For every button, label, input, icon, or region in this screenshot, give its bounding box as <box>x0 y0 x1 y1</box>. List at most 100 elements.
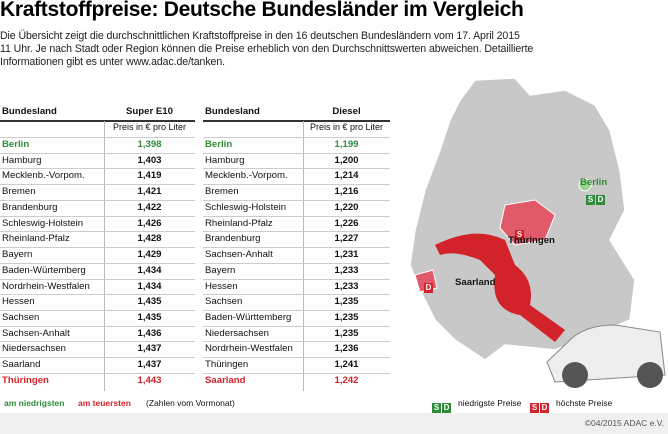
intro-line: Informationen gibt es unter www.adac.de/… <box>0 56 225 68</box>
badge: D <box>442 403 451 413</box>
row-name: Bremen <box>2 186 36 198</box>
rule <box>0 184 195 186</box>
intro-line: Die Übersicht zeigt die durchschnittlich… <box>0 30 520 42</box>
row-value: 1,403 <box>137 154 162 166</box>
row-name: Baden-Würtemberg <box>2 264 86 276</box>
rule <box>203 137 390 138</box>
badge: S <box>432 403 441 413</box>
badge: S <box>586 195 595 205</box>
row-name: Saarland <box>205 374 246 386</box>
rule <box>0 199 195 201</box>
row-name: Schleswig-Holstein <box>205 201 287 213</box>
rule <box>203 231 390 233</box>
badge: D <box>424 283 433 293</box>
row-value: 1,235 <box>334 327 359 339</box>
row-name: Berlin <box>2 139 30 150</box>
row-value: 1,242 <box>334 374 359 386</box>
row-name: Bremen <box>205 186 239 198</box>
rule <box>203 247 390 249</box>
row-value: 1,437 <box>137 359 162 371</box>
row-name: Berlin <box>205 139 233 150</box>
intro-line: 11 Uhr. Je nach Stadt oder Region können… <box>0 43 534 55</box>
wheel <box>637 362 663 388</box>
rule <box>0 152 195 154</box>
badge: S <box>530 403 539 413</box>
rule <box>203 199 390 201</box>
unit: Preis in € pro Liter <box>112 122 187 132</box>
badges: D <box>424 277 434 295</box>
rule <box>0 215 195 217</box>
row-name: Rheinland-Pfalz <box>205 217 273 229</box>
map-label: Thüringen <box>508 235 555 246</box>
row-value: 1,428 <box>137 233 162 245</box>
rule <box>203 310 390 312</box>
nozzle <box>435 233 565 342</box>
row-value: 1,436 <box>137 327 162 339</box>
row-value: 1,422 <box>137 201 162 213</box>
rule <box>203 152 390 154</box>
row-name: Saarland <box>2 359 41 371</box>
title: Kraftstoffpreise: Deutsche Bundesländer … <box>0 0 524 21</box>
map <box>409 77 666 388</box>
row-value: 1,443 <box>137 374 162 386</box>
footer-bar <box>0 413 668 434</box>
rule <box>0 137 195 138</box>
rule <box>0 357 195 359</box>
row-value: 1,200 <box>334 154 359 166</box>
row-name: Thüringen <box>205 359 249 371</box>
row-name: Hamburg <box>2 154 42 166</box>
row-name: Sachsen <box>2 312 40 324</box>
row-value: 1,421 <box>137 186 162 198</box>
rule <box>203 372 390 374</box>
row-value: 1,236 <box>334 343 359 355</box>
rule <box>203 325 390 327</box>
row-value: 1,437 <box>137 343 162 355</box>
row-value: 1,199 <box>334 139 359 150</box>
badge: D <box>540 403 549 413</box>
row-name: Baden-Württemberg <box>205 312 292 324</box>
row-name: Nordrhein-Westfalen <box>205 343 293 355</box>
map-label: Saarland <box>455 277 496 288</box>
map-label: Berlin <box>580 177 608 188</box>
rule <box>0 120 195 122</box>
row-name: Thüringen <box>2 374 49 386</box>
row-name: Sachsen <box>205 296 243 308</box>
legend-low-map: niedrigste Preise <box>458 398 522 408</box>
rule <box>0 278 195 280</box>
rule <box>203 184 390 186</box>
row-name: Nordrhein-Westfalen <box>2 280 90 292</box>
row-value: 1,231 <box>334 249 359 261</box>
badge: D <box>596 195 605 205</box>
row-value: 1,235 <box>334 312 359 324</box>
row-name: Mecklenb.-Vorpom. <box>205 170 288 182</box>
rule <box>0 262 195 264</box>
row-name: Hessen <box>2 296 35 308</box>
badges: S <box>515 224 525 242</box>
row-value: 1,419 <box>137 170 162 182</box>
rule <box>0 168 195 170</box>
row-name: Rheinland-Pfalz <box>2 233 70 245</box>
row-value: 1,241 <box>334 359 359 371</box>
rule <box>303 121 304 391</box>
legend-high-map: höchste Preise <box>556 398 613 408</box>
rule <box>0 372 195 374</box>
row-name: Sachsen-Anhalt <box>2 327 70 339</box>
rule <box>203 168 390 170</box>
unit: Preis in € pro Liter <box>309 122 384 132</box>
row-name: Brandenburg <box>205 233 261 245</box>
col-header: Bundesland <box>2 106 57 117</box>
col-header: Super E10 <box>126 106 173 117</box>
row-name: Bayern <box>2 249 33 261</box>
rule <box>203 262 390 264</box>
row-name: Sachsen-Anhalt <box>205 249 273 261</box>
rule <box>203 341 390 343</box>
legend-note: (Zahlen vom Vormonat) <box>146 398 235 408</box>
row-name: Mecklenb.-Vorpom. <box>2 170 85 182</box>
thueringen-shape <box>499 199 556 246</box>
rule <box>0 310 195 312</box>
rule <box>203 215 390 217</box>
col-header: Bundesland <box>205 106 260 117</box>
